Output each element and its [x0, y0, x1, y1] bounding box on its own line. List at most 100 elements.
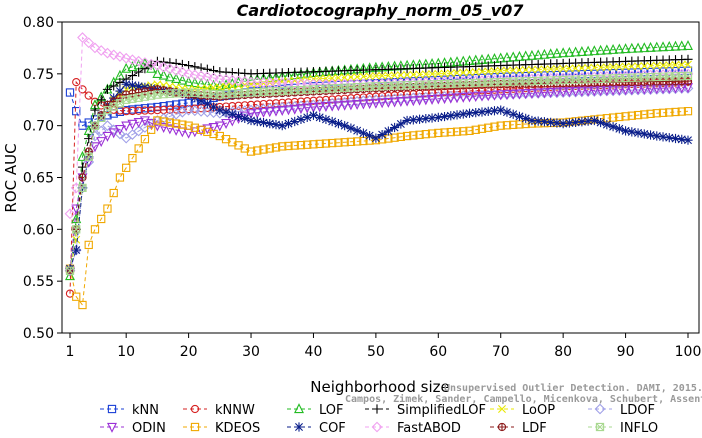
x-tick-label: 80: [554, 344, 572, 360]
x-tick-label: 1: [66, 344, 75, 360]
data-point: [521, 113, 531, 124]
x-tick-label: 20: [180, 344, 198, 360]
data-point: [465, 68, 474, 77]
data-point: [596, 69, 605, 78]
data-point: [390, 71, 399, 80]
data-point: [403, 70, 412, 79]
data-point: [114, 128, 126, 140]
data-point: [614, 124, 624, 134]
data-point: [427, 113, 437, 123]
data-point: [296, 114, 306, 125]
data-point: [471, 108, 481, 118]
data-point: [639, 42, 650, 53]
data-point: [108, 49, 120, 61]
data-point: [496, 66, 505, 75]
data-point: [152, 121, 163, 132]
data-point: [284, 141, 293, 151]
legend-label: LOF: [319, 403, 344, 418]
data-point: [377, 98, 388, 109]
data-point: [502, 66, 511, 75]
data-point: [121, 62, 132, 73]
data-point: [265, 118, 275, 129]
data-point: [184, 98, 193, 108]
data-point: [390, 133, 399, 142]
data-point: [165, 118, 175, 127]
data-point: [558, 87, 569, 98]
data-point: [333, 118, 344, 129]
data-point: [439, 111, 450, 122]
x-tick-label: 70: [492, 344, 510, 360]
data-point: [601, 44, 612, 55]
data-point: [489, 90, 500, 101]
data-point: [97, 113, 106, 123]
data-point: [77, 32, 88, 43]
data-point: [215, 83, 224, 92]
data-point: [145, 58, 157, 70]
data-point: [353, 137, 362, 146]
data-point: [409, 131, 418, 140]
data-point: [78, 300, 87, 310]
data-point: [328, 74, 337, 83]
watermark-line-2: Campos, Zimek, Sander, Campello, Micenko…: [345, 393, 702, 405]
data-point: [346, 73, 355, 82]
data-point: [495, 90, 506, 101]
data-point: [233, 111, 244, 121]
data-point: [402, 115, 412, 126]
data-point: [683, 71, 693, 81]
data-point: [452, 127, 462, 136]
data-point: [121, 121, 132, 132]
data-point: [134, 144, 143, 153]
data-point: [208, 102, 219, 112]
data-point: [165, 58, 175, 68]
legend-item: kNN: [100, 403, 159, 418]
data-point: [365, 131, 375, 141]
data-point: [84, 152, 93, 161]
data-point: [526, 88, 537, 99]
data-point: [183, 76, 194, 87]
data-point: [89, 142, 100, 153]
data-point: [178, 120, 187, 129]
y-tick-label: 0.55: [23, 274, 54, 290]
data-point: [614, 43, 625, 54]
data-point: [433, 94, 444, 105]
data-point: [677, 60, 686, 69]
data-point: [121, 79, 131, 89]
data-point: [315, 112, 325, 122]
data-point: [196, 77, 207, 88]
data-point: [321, 114, 331, 125]
data-point: [115, 77, 125, 88]
data-point: [589, 115, 599, 126]
data-point: [253, 146, 262, 155]
data-point: [320, 102, 331, 113]
data-point: [465, 126, 474, 135]
series-lof: [65, 40, 693, 281]
data-point: [303, 140, 312, 149]
data-point: [327, 101, 338, 112]
data-point: [77, 162, 88, 172]
data-point: [658, 108, 668, 117]
data-point: [339, 100, 350, 111]
data-point: [576, 46, 587, 57]
data-point: [658, 132, 668, 142]
data-point: [396, 132, 405, 142]
legend-item: kNNW: [183, 403, 255, 418]
y-tick-label: 0.50: [23, 326, 54, 342]
data-point: [683, 66, 693, 75]
data-point: [627, 111, 636, 120]
data-point: [577, 70, 587, 79]
data-point: [484, 67, 493, 76]
data-point: [271, 106, 281, 117]
data-point: [89, 130, 101, 142]
data-point: [558, 47, 569, 58]
data-point: [527, 71, 537, 81]
data-point: [546, 65, 555, 74]
data-point: [533, 49, 544, 60]
data-point: [164, 71, 175, 82]
data-point: [439, 94, 450, 105]
y-axis-ticks: 0.50 0.55 0.60 0.65 0.70 0.75 0.80: [23, 15, 62, 342]
data-point: [102, 120, 113, 132]
data-point: [140, 106, 150, 115]
data-point: [452, 110, 462, 120]
data-point: [103, 204, 112, 213]
data-point: [114, 124, 125, 135]
